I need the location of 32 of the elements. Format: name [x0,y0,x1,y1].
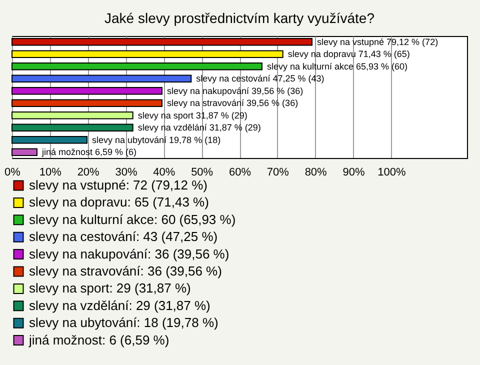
x-tick-label: 40% [153,166,176,178]
data-label: slevy na kulturní akce 65,93 % (60) [266,61,408,72]
legend-label: jiná možnost: 6 (6,59 %) [28,332,170,348]
x-tick-label: 0% [4,166,21,178]
x-tick-label: 10% [39,166,62,178]
legend-label: slevy na kulturní akce: 60 (65,93 %) [29,212,236,227]
data-label: slevy na vzdělání 31,87 % (29) [138,122,261,133]
x-tick-label: 100% [378,166,406,178]
legend-label: slevy na vstupné: 72 (79,12 %) [29,178,208,192]
x-tick-label: 90% [342,166,365,178]
x-tick-label: 20% [77,166,100,178]
x-tick-label: 30% [115,166,138,178]
data-label: slevy na stravování 39,56 % (36) [167,98,298,108]
x-tick-label: 70% [266,166,290,178]
chart-title: Jaké slevy prostřednictvím karty využíváte? [104,10,375,26]
x-tick-label: 50% [191,166,214,178]
x-tick-label: 60% [228,166,252,178]
x-tick-label: 80% [304,166,328,178]
data-label: jiná možnost 6,59 % (6) [40,147,137,158]
data-label: slevy na nakupování 39,56 % (36) [167,86,304,96]
data-label: slevy na cestování 47,25 % (43) [196,74,324,84]
legend-label: slevy na ubytování: 18 (19,78 %) [29,315,218,330]
data-label: slevy na sport 31,87 % (29) [138,110,248,120]
data-label: slevy na ubytování 19,78 % (18) [92,134,221,145]
data-label: slevy na vstupné 79,12 % (72) [316,36,438,47]
legend-label: slevy na vzdělání: 29 (31,87 %) [29,298,210,313]
legend-label: slevy na stravování: 36 (39,56 %) [29,264,222,278]
legend-label: slevy na cestování: 43 (47,25 %) [29,229,218,244]
data-label: slevy na dopravu 71,43 % (65) [288,49,410,60]
legend-label: slevy na nakupování: 36 (39,56 %) [29,246,230,262]
legend-label: slevy na dopravu: 65 (71,43 %) [29,194,209,210]
legend-label: slevy na sport: 29 (31,87 %) [29,280,191,296]
